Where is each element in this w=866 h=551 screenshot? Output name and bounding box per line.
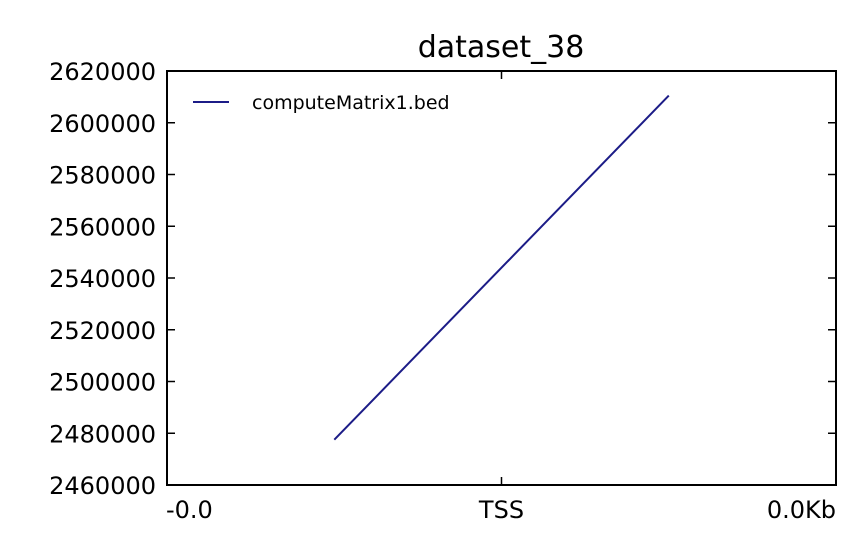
chart-title: dataset_38 xyxy=(418,30,585,65)
x-tick-label: 0.0Kb xyxy=(767,496,836,524)
y-tick-label: 2500000 xyxy=(49,369,156,397)
y-tick-label: 2460000 xyxy=(49,472,156,500)
ticks-layer: 2460000 2480000 2500000 2520000 2540000 25600… xyxy=(49,58,836,524)
legend: computeMatrix1.bed xyxy=(193,92,450,114)
y-tick-label: 2540000 xyxy=(49,265,156,293)
x-tick-label: -0.0 xyxy=(166,496,213,524)
y-tick-label: 2580000 xyxy=(49,162,156,190)
legend-label: computeMatrix1.bed xyxy=(252,92,450,114)
series-layer xyxy=(333,94,670,441)
y-tick-label: 2480000 xyxy=(49,420,156,448)
y-tick-label: 2520000 xyxy=(49,317,156,345)
y-tick-label: 2560000 xyxy=(49,213,156,241)
y-tick-label: 2600000 xyxy=(49,110,156,138)
x-tick-label: TSS xyxy=(478,496,524,524)
plot-frame xyxy=(166,70,837,486)
series-line xyxy=(333,94,670,441)
y-tick-label: 2620000 xyxy=(49,58,156,86)
